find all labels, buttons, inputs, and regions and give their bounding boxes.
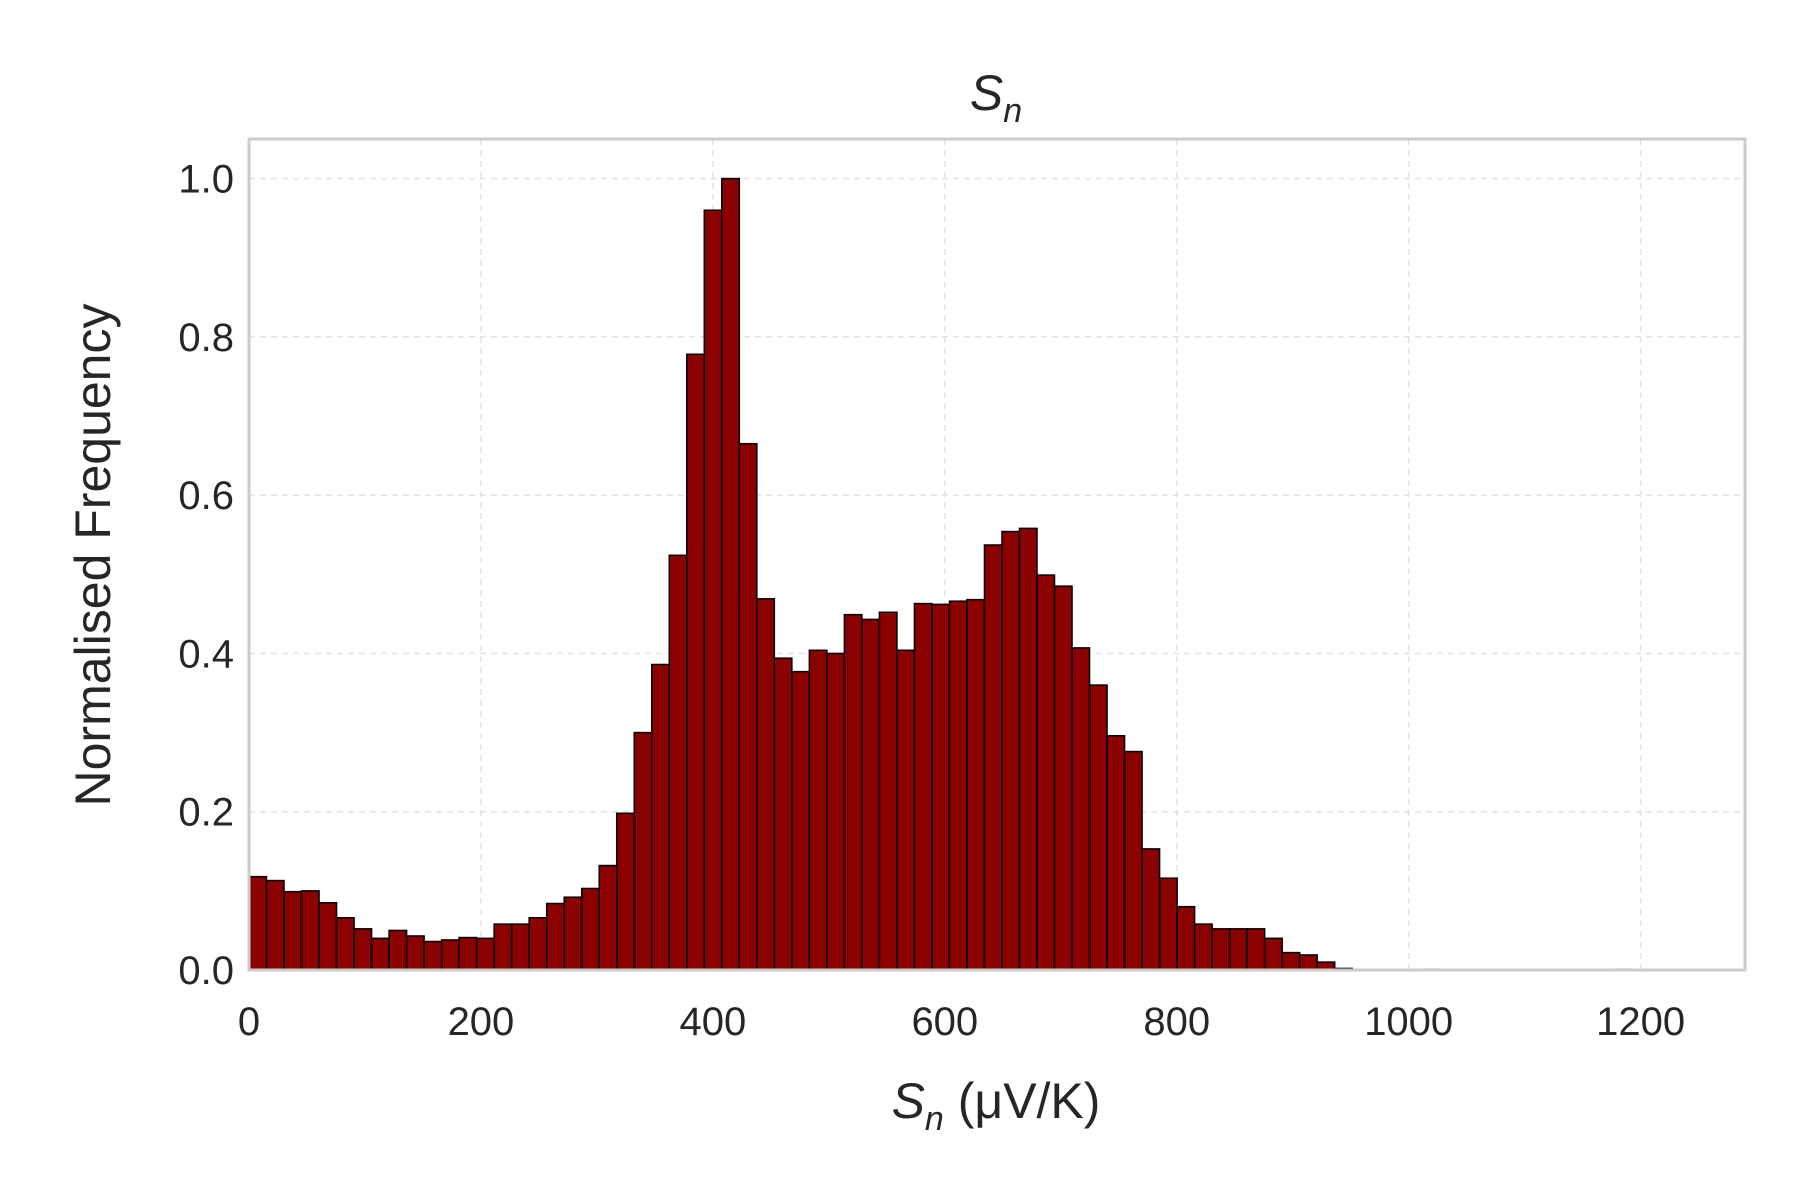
histogram-bar [1001,530,1021,971]
histogram-bar [1228,928,1248,971]
y-tick-label: 0.6 [178,474,234,518]
y-axis-label: Normalised Frequency [65,304,121,807]
histogram-bar [440,939,460,971]
y-tick-label: 0.8 [178,316,234,360]
x-axis-label-subscript: n [925,1100,944,1138]
histogram-bar [826,652,846,971]
histogram-bar [300,890,320,971]
histogram-bar [878,611,898,971]
histogram-bar [1158,877,1178,971]
histogram-bar [423,940,443,971]
x-tick-label: 400 [680,1000,747,1044]
histogram-bar [1281,951,1301,971]
histogram-bar [563,896,583,971]
histogram-bar [1211,928,1231,971]
histogram-bar [931,603,951,971]
histogram-bar [738,442,758,971]
histogram-bar [1071,647,1091,971]
x-tick-label: 1000 [1364,1000,1453,1044]
histogram-bar [528,917,548,971]
histogram-bar [353,928,373,971]
histogram-bar [913,602,933,971]
histogram-bar [756,598,776,971]
histogram-bar [248,875,268,971]
histogram-bar [966,598,986,971]
histogram-bar [686,353,706,971]
x-tick-labels: 0 200 400 600 800 1000 1200 [238,1000,1685,1044]
histogram-bar [1123,750,1143,971]
x-axis-label: Sn (μV/K) [892,1073,1101,1138]
histogram-bar [721,177,741,971]
histogram-bar [405,935,425,971]
chart-title: Sn [970,65,1022,130]
x-axis-label-symbol: S [892,1073,925,1129]
y-tick-label: 1.0 [178,158,234,202]
histogram-bar [633,731,653,971]
histogram-bar [861,618,881,971]
title-symbol: S [970,65,1003,121]
histogram-bar [545,902,565,971]
histogram-bar [283,890,303,971]
x-tick-label: 800 [1143,1000,1210,1044]
y-tick-labels: 0.0 0.2 0.4 0.6 0.8 1.0 [178,158,234,993]
histogram-bar [1176,905,1196,971]
histogram-bar [1141,848,1161,971]
histogram-bar [1263,937,1283,971]
histogram-bar [265,879,285,971]
histogram-bar [791,670,811,971]
histogram-bar [948,600,968,971]
plot-frame [247,137,1747,972]
x-tick-label: 0 [238,1000,260,1044]
histogram-bar [510,923,530,971]
y-tick-label: 0.0 [178,949,234,993]
histogram-bar [388,929,408,971]
histogram-bar [370,937,390,971]
x-tick-label: 200 [448,1000,515,1044]
histogram-bar [1246,928,1266,971]
histogram-bar [703,209,723,971]
histogram-bar [1298,954,1318,971]
histogram-bar [580,887,600,971]
y-tick-label: 0.2 [178,791,234,835]
bars-layer [248,177,1634,971]
histogram-bar [773,657,793,971]
histogram-bar [475,937,495,971]
title-subscript: n [1003,92,1022,130]
histogram-bar [335,917,355,971]
histogram-bar [598,864,618,971]
x-axis-label-units: (μV/K) [944,1073,1101,1129]
histogram-bar [983,544,1003,971]
y-tick-label: 0.4 [178,632,234,676]
histogram-bar [896,649,916,971]
histogram-bar [1106,734,1126,971]
histogram-bar [1088,684,1108,971]
histogram-bar [1018,527,1038,971]
histogram-bar [615,812,635,971]
histogram-bar [493,923,513,971]
histogram-bar [1193,923,1213,971]
histogram-bar [318,901,338,971]
histogram-bar [668,554,688,971]
x-tick-label: 1200 [1596,1000,1685,1044]
x-tick-label: 600 [911,1000,978,1044]
histogram-bar [843,613,863,971]
histogram-bar [458,936,478,971]
histogram-bar [808,649,828,971]
histogram-bar [651,663,671,971]
histogram-bar [1036,574,1056,971]
histogram-bar [1053,585,1073,971]
